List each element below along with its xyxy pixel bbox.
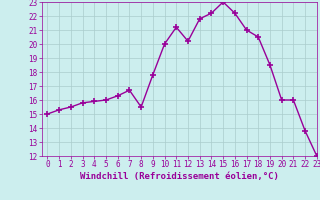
- X-axis label: Windchill (Refroidissement éolien,°C): Windchill (Refroidissement éolien,°C): [80, 172, 279, 181]
